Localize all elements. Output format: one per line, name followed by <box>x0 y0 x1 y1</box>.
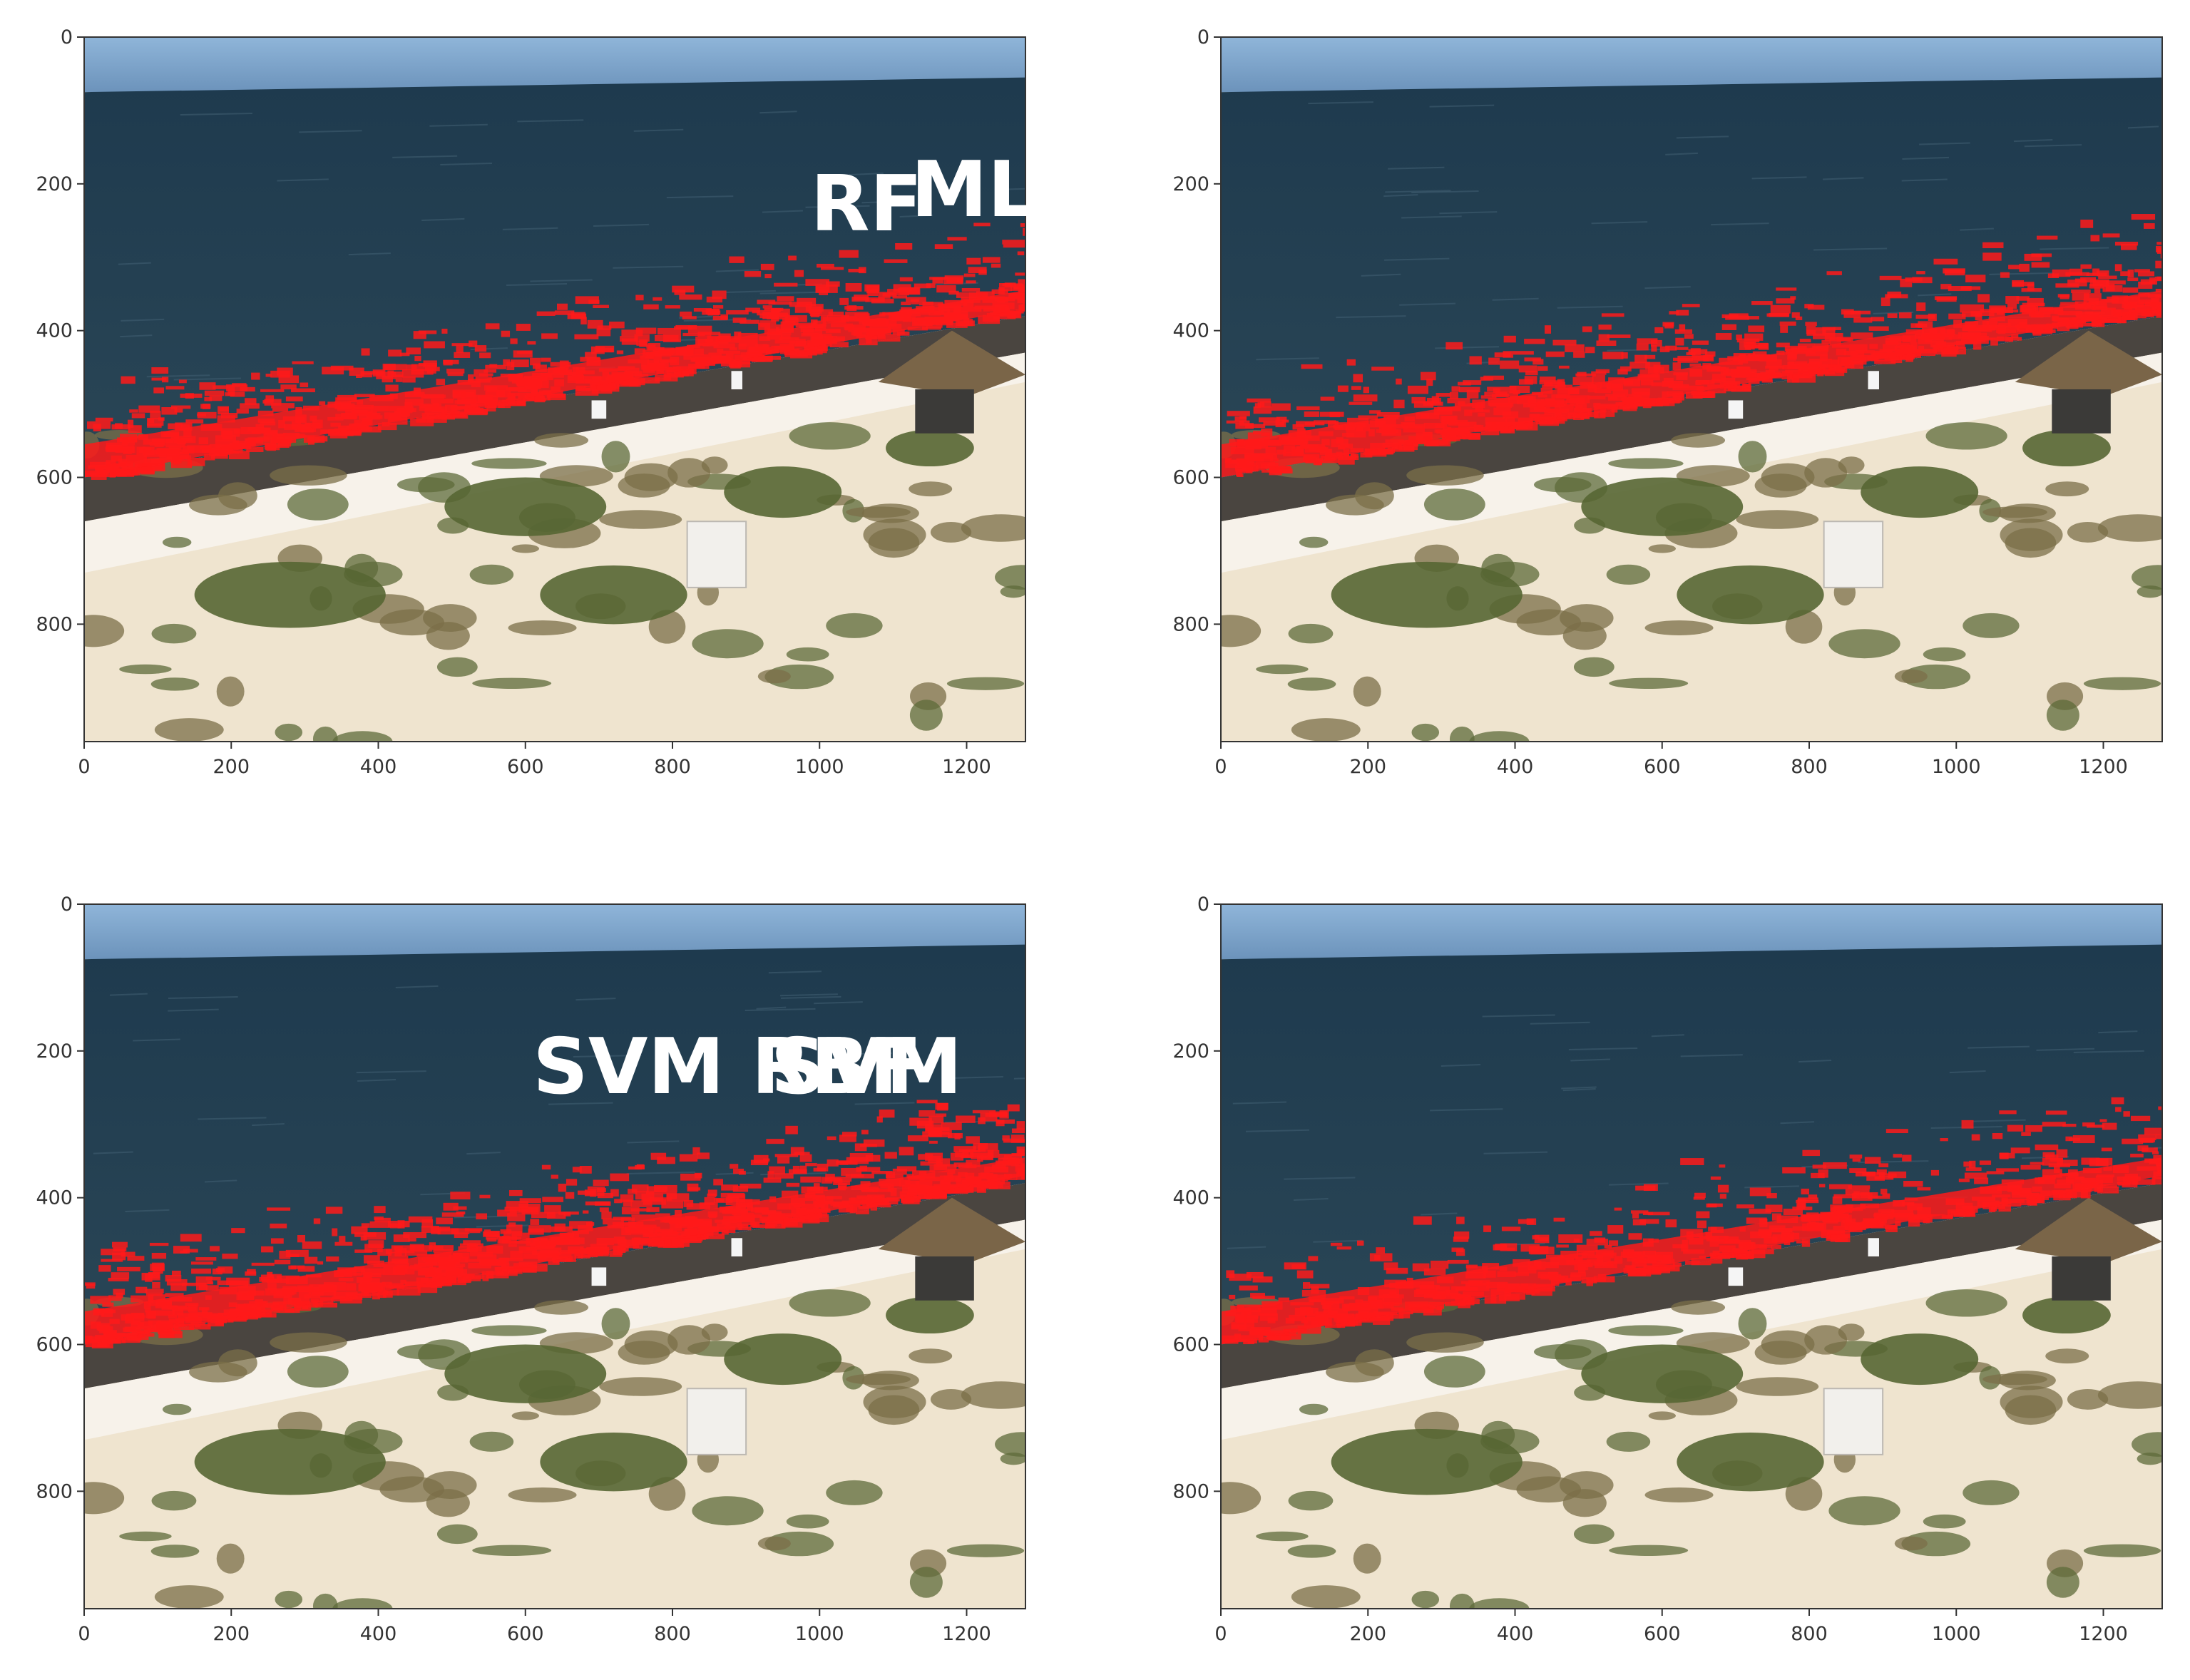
x-tick-label: 200 <box>213 756 250 778</box>
x-tick-label: 600 <box>1644 1623 1681 1645</box>
x-tick-label: 600 <box>507 1623 544 1645</box>
detection-overlay <box>84 222 1025 480</box>
x-tick-label: 1000 <box>795 756 844 778</box>
y-tick-label: 800 <box>36 1480 73 1502</box>
panel-svm-rbf: 0 200 400 600 800 1000 1200 0 200 400 600 800 SVM RB… <box>0 867 1112 1680</box>
y-tick-label: 600 <box>36 1334 73 1356</box>
sea-region <box>1221 77 2162 478</box>
y-tick-label: 600 <box>36 467 73 489</box>
x-tick-label: 0 <box>78 756 90 778</box>
x-tick-label: 0 <box>78 1623 90 1645</box>
x-tick-label: 1200 <box>2079 756 2128 778</box>
x-tick-label: 1200 <box>2079 1623 2128 1645</box>
panel-figure: 0 200 400 600 800 1000 1200 0 200 400 600 800 MLP <box>911 26 2163 778</box>
y-tick-label: 800 <box>1172 613 1209 635</box>
method-label: MLP <box>911 145 1093 235</box>
x-tick-label: 1200 <box>942 756 991 778</box>
axes-frame <box>1220 903 2163 1609</box>
panel-figure: 0 200 400 600 800 1000 1200 0 200 400 600 800 SVM RB… <box>36 893 1026 1645</box>
axes-frame <box>83 903 1026 1609</box>
y-tick-label: 200 <box>1172 173 1209 195</box>
y-tick-label: 200 <box>36 1040 73 1062</box>
x-tick-label: 1200 <box>942 1623 991 1645</box>
beach-photo <box>84 904 1025 1609</box>
axes-frame <box>83 36 1026 742</box>
y-tick-label: 600 <box>1172 467 1209 489</box>
x-tick-label: 400 <box>360 756 397 778</box>
y-tick-label: 0 <box>1197 26 1209 48</box>
x-tick-label: 400 <box>1497 1623 1534 1645</box>
x-tick-label: 400 <box>1497 756 1534 778</box>
y-tick-label: 400 <box>1172 1187 1209 1209</box>
x-tick-label: 400 <box>360 1623 397 1645</box>
y-tick-label: 0 <box>1197 893 1209 916</box>
y-tick-label: 400 <box>36 320 73 342</box>
method-label: SVM <box>771 1023 963 1112</box>
panel-figure: 0 200 400 600 800 1000 1200 0 200 400 600 800 RF <box>36 26 1026 778</box>
panel-rf: 0 200 400 600 800 1000 1200 0 200 400 600 800 RF <box>0 0 1112 813</box>
detection-overlay <box>1221 214 2162 478</box>
panel-svm: 0 200 400 600 800 1000 1200 0 200 400 600 800 SVM <box>771 867 2190 1680</box>
detection-overlay <box>84 1100 1025 1348</box>
y-tick-label: 200 <box>1172 1040 1209 1062</box>
y-tick-label: 200 <box>36 173 73 195</box>
beach-photo <box>1221 904 2162 1609</box>
beach-photo <box>84 37 1025 742</box>
x-tick-label: 600 <box>1644 756 1681 778</box>
beach-photo <box>1221 37 2162 742</box>
panel-figure: 0 200 400 600 800 1000 1200 0 200 400 600 800 SVM <box>771 893 2163 1645</box>
x-tick-label: 800 <box>654 1623 691 1645</box>
x-tick-label: 1000 <box>1932 756 1981 778</box>
y-tick-label: 800 <box>1172 1480 1209 1502</box>
method-label: SVM RBF <box>533 1023 922 1112</box>
y-tick-label: 800 <box>36 613 73 635</box>
x-tick-label: 0 <box>1214 756 1227 778</box>
sea-region <box>84 77 1025 478</box>
axes-frame <box>1220 36 2163 742</box>
x-tick-label: 1000 <box>1932 1623 1981 1645</box>
y-tick-label: 400 <box>36 1187 73 1209</box>
panel-mlp: 0 200 400 600 800 1000 1200 0 200 400 600 800 MLP <box>911 0 2190 813</box>
x-tick-label: 1000 <box>795 1623 844 1645</box>
detection-overlay <box>1221 1097 2162 1345</box>
method-label: RF <box>811 160 923 249</box>
y-tick-label: 400 <box>1172 320 1209 342</box>
x-tick-label: 800 <box>654 756 691 778</box>
y-tick-label: 0 <box>61 893 73 916</box>
y-tick-label: 0 <box>61 26 73 48</box>
x-tick-label: 200 <box>1349 1623 1386 1645</box>
y-tick-label: 600 <box>1172 1334 1209 1356</box>
x-tick-label: 200 <box>1349 756 1386 778</box>
x-tick-label: 800 <box>1791 1623 1828 1645</box>
sea-region <box>1221 944 2162 1345</box>
x-tick-label: 800 <box>1791 756 1828 778</box>
x-tick-label: 200 <box>213 1623 250 1645</box>
x-tick-label: 600 <box>507 756 544 778</box>
x-tick-label: 0 <box>1214 1623 1227 1645</box>
